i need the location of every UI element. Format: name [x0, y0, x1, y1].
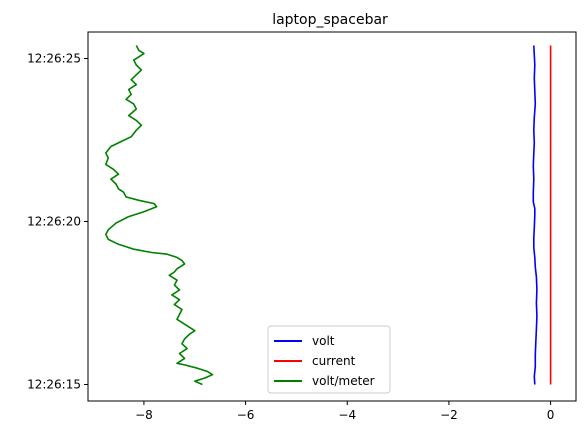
legend-label: current: [312, 354, 356, 368]
x-tick-label: −6: [237, 408, 255, 422]
x-tick-label: 0: [547, 408, 555, 422]
legend-label: volt: [312, 334, 335, 348]
y-tick-label: 12:26:25: [27, 52, 81, 66]
plot-frame: [87, 31, 577, 402]
x-tick-label: −4: [338, 408, 356, 422]
plot-series: [105, 45, 552, 386]
legend: volt current volt/meter: [267, 325, 391, 394]
y-tick-label: 12:26:20: [27, 215, 81, 229]
legend-label: volt/meter: [312, 374, 375, 388]
series-line-0: [532, 45, 538, 385]
chart-title: laptop_spacebar: [272, 12, 388, 28]
x-tick-label: −8: [135, 408, 153, 422]
y-tick-label: 12:26:15: [27, 378, 81, 392]
series-line-2: [105, 45, 214, 386]
y-axis: 12:26:15 12:26:20 12:26:25: [27, 52, 88, 392]
x-tick-label: −2: [440, 408, 458, 422]
x-axis: −8 −6 −4 −2 0: [135, 401, 554, 422]
legend-box: [267, 325, 391, 394]
